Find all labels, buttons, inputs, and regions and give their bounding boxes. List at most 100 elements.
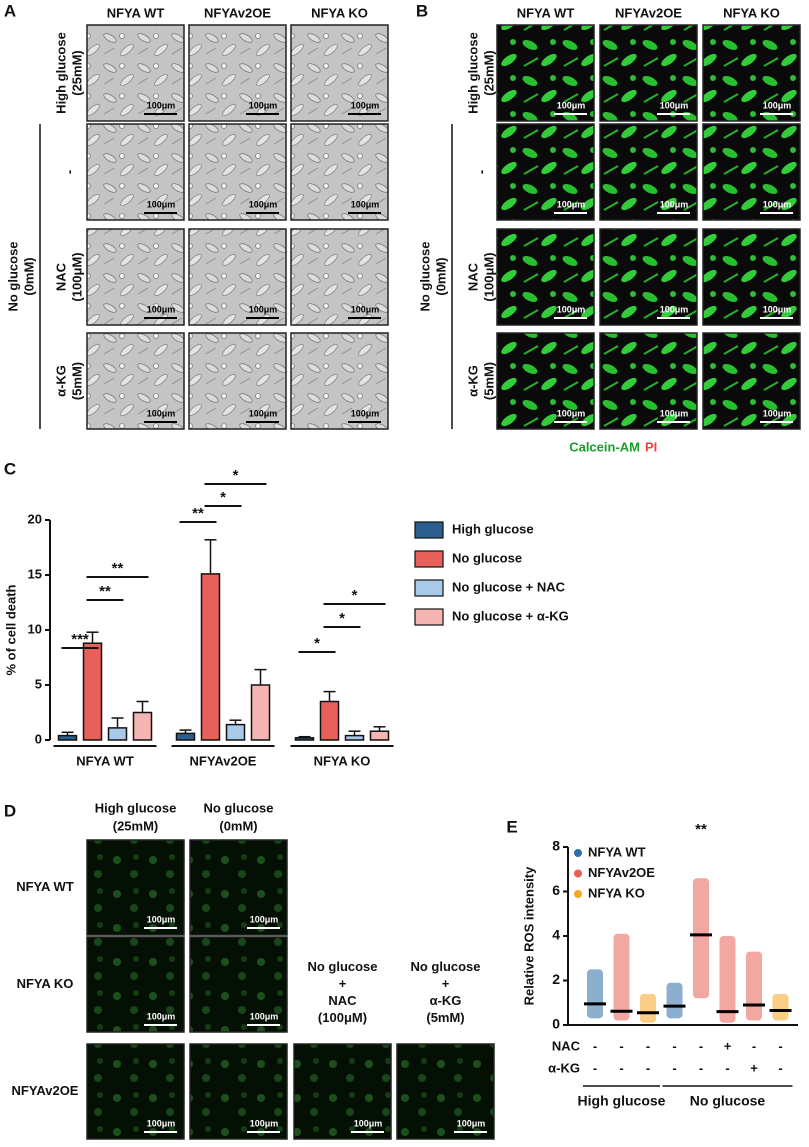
x-tick-label: NFYA WT <box>76 753 134 768</box>
group-label: (0mM) <box>21 257 36 295</box>
point-cloud <box>719 936 736 1023</box>
row-label: (5mM) <box>69 362 84 400</box>
column-header: (100μM) <box>318 1010 367 1025</box>
scale-bar-label: 100μm <box>249 199 278 209</box>
treatment-sign: + <box>724 1038 732 1053</box>
y-tick-label: 0 <box>35 731 42 746</box>
micrograph <box>599 123 698 221</box>
micrograph <box>396 1043 495 1140</box>
panel-label: B <box>416 1 428 20</box>
treatment-sign: - <box>752 1038 756 1053</box>
significance-label: ** <box>192 505 204 522</box>
micrograph <box>86 228 185 326</box>
micrograph <box>86 332 185 430</box>
y-tick-label: 4 <box>552 927 560 943</box>
scale-bar-label: 100μm <box>557 199 586 209</box>
group-label: (0mM) <box>433 257 448 295</box>
significance-label: * <box>220 489 226 506</box>
scale-bar-label: 100μm <box>457 1118 486 1128</box>
micrograph <box>702 123 801 221</box>
significance-label: * <box>339 610 345 627</box>
row-label: α-KG <box>465 365 480 397</box>
micrograph <box>599 332 698 430</box>
treatment-sign: - <box>699 1038 703 1053</box>
micrograph <box>189 1043 288 1140</box>
column-header: NFYA WT <box>517 5 575 20</box>
group-label: No glucose <box>690 1093 766 1109</box>
legend-marker <box>574 890 582 898</box>
row-label: High glucose <box>53 32 68 114</box>
y-tick-label: 5 <box>35 676 42 691</box>
scale-bar-label: 100μm <box>354 1118 383 1128</box>
stain-label: Calcein-AM <box>569 439 640 454</box>
bar <box>107 727 128 741</box>
row-label: (25mM) <box>481 50 496 96</box>
bar <box>319 700 340 741</box>
point-cloud <box>666 982 683 1019</box>
bar <box>57 734 78 741</box>
scale-bar-label: 100μm <box>249 304 278 314</box>
column-header: NAC <box>328 993 357 1008</box>
row-label: (5mM) <box>481 362 496 400</box>
x-tick-label: NFYA KO <box>314 753 371 768</box>
y-tick-label: 8 <box>552 838 560 854</box>
stain-label: PI <box>645 439 657 454</box>
micrograph <box>188 332 287 430</box>
scale-bar-label: 100μm <box>763 199 792 209</box>
row-label: (25mM) <box>69 50 84 96</box>
treatment-sign: - <box>593 1060 597 1075</box>
column-header: α-KG <box>430 993 462 1008</box>
row-label: α-KG <box>53 365 68 397</box>
treatment-label: NAC <box>552 1038 581 1053</box>
column-header: NFYAv2OE <box>615 5 682 20</box>
micrograph <box>702 332 801 430</box>
column-header: (0mM) <box>219 818 257 833</box>
treatment-sign: - <box>646 1060 650 1075</box>
micrograph <box>86 123 185 221</box>
bar <box>200 573 221 741</box>
significance-label: ** <box>99 583 111 600</box>
x-tick-label: NFYAv2OE <box>190 753 257 768</box>
micrograph <box>599 24 698 122</box>
column-header: No glucose <box>410 959 480 974</box>
column-header: No glucose <box>307 959 377 974</box>
scale-bar-label: 100μm <box>763 304 792 314</box>
bar <box>294 737 315 741</box>
legend-label: NFYA KO <box>588 885 645 900</box>
micrograph <box>188 24 287 122</box>
scale-bar-label: 100μm <box>147 1011 176 1021</box>
panel-label: C <box>4 459 16 478</box>
y-tick-label: 2 <box>552 971 560 987</box>
point-cloud <box>772 993 789 1021</box>
row-label: High glucose <box>465 32 480 114</box>
scale-bar-label: 100μm <box>557 100 586 110</box>
panel-label: E <box>506 817 517 836</box>
row-label: - <box>473 170 488 174</box>
column-header: No glucose <box>203 800 273 815</box>
scale-bar-label: 100μm <box>660 100 689 110</box>
significance-label: * <box>352 587 358 604</box>
group-label: High glucose <box>578 1093 666 1109</box>
bar <box>250 684 271 741</box>
micrograph <box>86 936 185 1033</box>
significance-label: ** <box>112 560 124 577</box>
bar <box>175 732 196 741</box>
legend-swatch <box>414 608 444 626</box>
row-label: - <box>61 170 76 174</box>
treatment-sign: - <box>646 1038 650 1053</box>
y-axis-label: % of cell death <box>3 584 18 675</box>
treatment-sign: - <box>672 1038 676 1053</box>
row-label: NAC <box>465 262 480 291</box>
scale-bar-label: 100μm <box>660 199 689 209</box>
scale-bar-label: 100μm <box>557 304 586 314</box>
micrograph <box>496 228 595 326</box>
column-header: NFYA KO <box>311 5 368 20</box>
scale-bar-label: 100μm <box>351 100 380 110</box>
micrograph <box>188 228 287 326</box>
scale-bar-label: 100μm <box>250 914 279 924</box>
treatment-sign: - <box>778 1038 782 1053</box>
micrograph <box>290 24 389 122</box>
micrograph <box>496 24 595 122</box>
micrograph <box>599 228 698 326</box>
bar <box>132 711 153 741</box>
